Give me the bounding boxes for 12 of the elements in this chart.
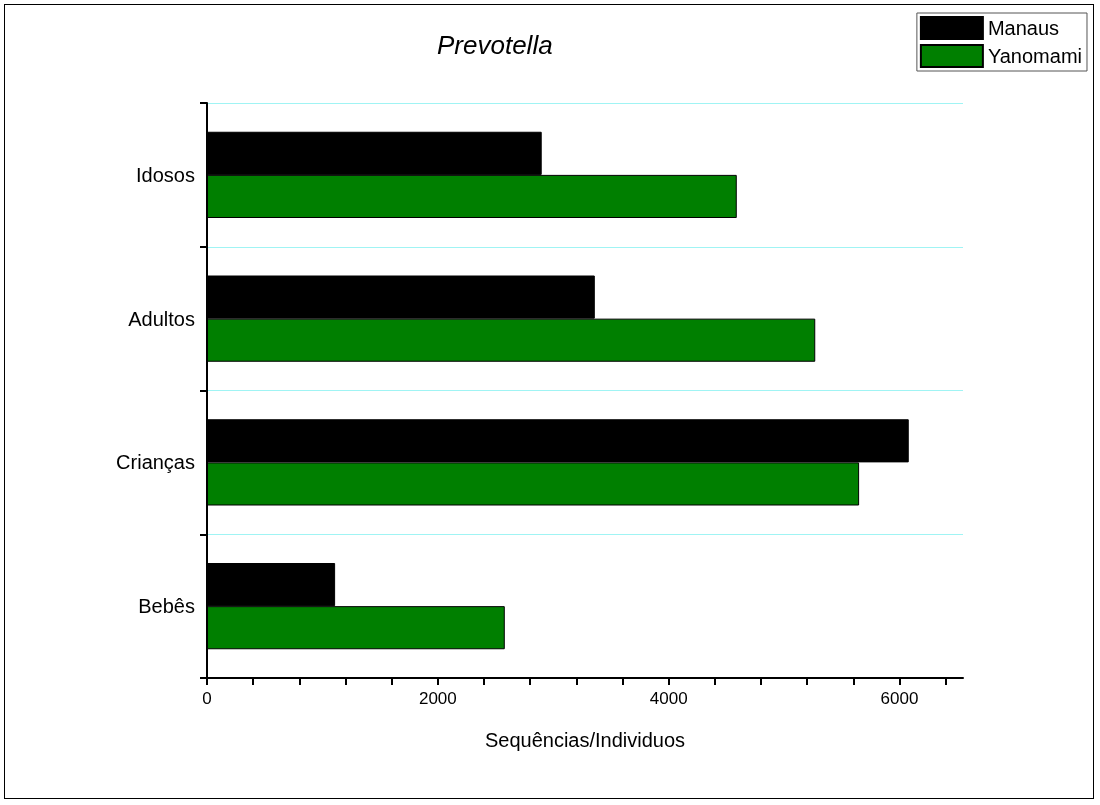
chart-title: Prevotella (437, 30, 553, 60)
legend-label: Manaus (987, 17, 1060, 39)
x-tick-label: 4000 (649, 689, 688, 708)
x-tick-label: 0 (202, 689, 212, 708)
y-tick-label: Idosos (136, 163, 195, 186)
y-tick-label: Crianças (116, 451, 195, 474)
x-tick-label: 6000 (880, 689, 919, 708)
x-tick-label: 2000 (418, 689, 457, 708)
x-axis-title: Sequências/Individuos (484, 729, 686, 751)
y-tick-label: Bebês (138, 595, 195, 618)
y-tick-label: Adultos (128, 307, 195, 330)
legend-label: Yanomami (987, 45, 1083, 67)
